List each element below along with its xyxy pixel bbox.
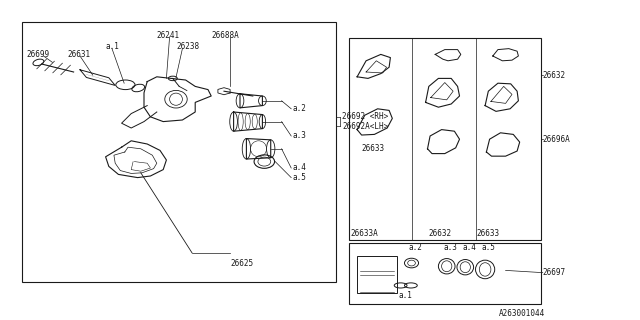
Bar	[357, 256, 397, 293]
Text: 26625: 26625	[230, 260, 253, 268]
Text: 26696A: 26696A	[543, 135, 570, 144]
Text: a.1: a.1	[106, 42, 120, 51]
Text: a.5: a.5	[481, 243, 495, 252]
Text: a.4: a.4	[292, 164, 307, 172]
Bar	[349, 38, 541, 240]
Text: a.2: a.2	[292, 104, 307, 113]
Text: 26632: 26632	[429, 229, 452, 238]
Text: 26631: 26631	[67, 50, 90, 59]
Text: 26688A: 26688A	[211, 31, 239, 40]
Text: a.2: a.2	[408, 243, 422, 252]
FancyArrowPatch shape	[86, 74, 109, 81]
Text: 26692A<LH>: 26692A<LH>	[342, 122, 388, 131]
Text: 26632: 26632	[543, 71, 566, 80]
Text: a.5: a.5	[292, 173, 307, 182]
Text: a.4: a.4	[462, 243, 476, 252]
Text: A263001044: A263001044	[499, 309, 545, 318]
Text: 26699: 26699	[27, 50, 50, 59]
Text: a.3: a.3	[292, 132, 307, 140]
Text: 26238: 26238	[176, 42, 199, 51]
Text: 26633: 26633	[477, 229, 500, 238]
Text: 26633A: 26633A	[351, 229, 378, 238]
Text: a.1: a.1	[398, 291, 412, 300]
Bar	[22, 22, 336, 282]
Text: a.3: a.3	[444, 243, 458, 252]
Text: 26633: 26633	[362, 144, 385, 153]
Text: 26692 <RH>: 26692 <RH>	[342, 112, 388, 121]
Bar	[349, 243, 541, 304]
Text: 26241: 26241	[157, 31, 180, 40]
Text: 26697: 26697	[543, 268, 566, 277]
